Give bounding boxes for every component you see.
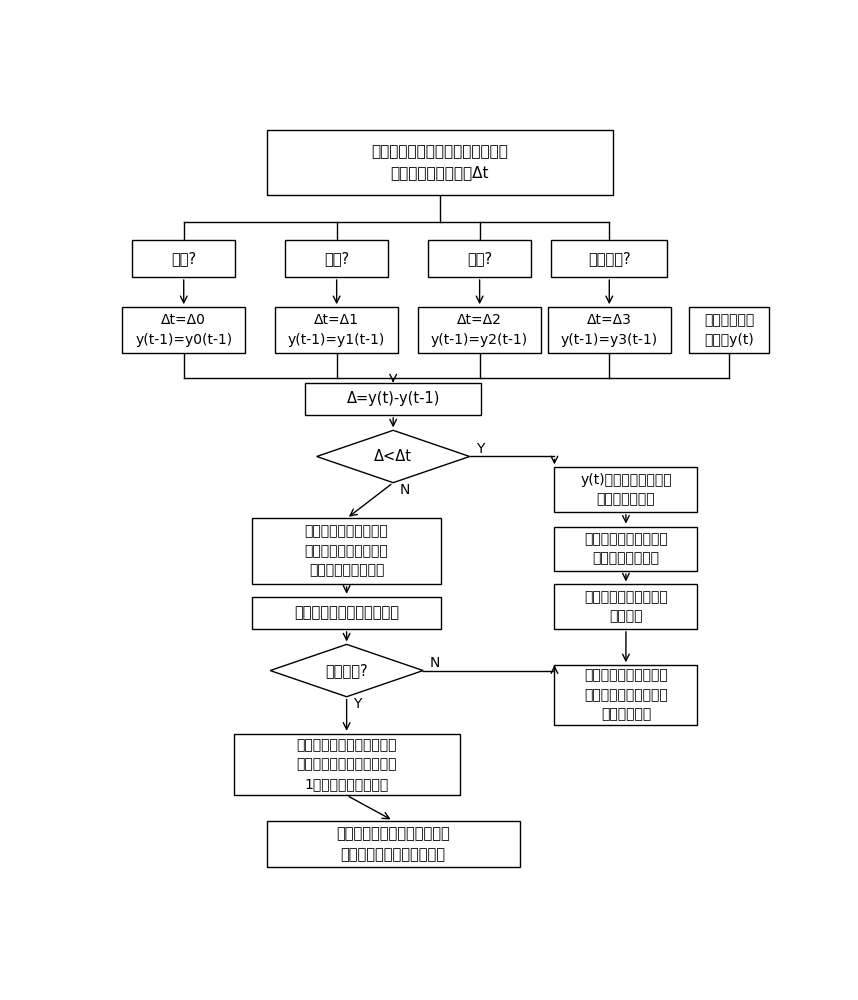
Text: 血糖测量时刻选择，确定相邻两次
血糖测量变化容许值Δt: 血糖测量时刻选择，确定相邻两次 血糖测量变化容许值Δt (372, 144, 508, 180)
Text: y(t)值保存到测量时刻
对应的数据库中: y(t)值保存到测量时刻 对应的数据库中 (580, 473, 672, 506)
Text: Δt=Δ3
y(t-1)=y3(t-1): Δt=Δ3 y(t-1)=y3(t-1) (561, 313, 658, 347)
Text: 系统自动调整血糖预测
模型结构: 系统自动调整血糖预测 模型结构 (584, 590, 668, 623)
Text: N: N (430, 656, 440, 670)
FancyBboxPatch shape (132, 240, 235, 277)
FancyBboxPatch shape (554, 584, 698, 629)
Text: 系统进行血糖影响因素分析: 系统进行血糖影响因素分析 (294, 605, 399, 620)
Polygon shape (270, 644, 423, 697)
FancyBboxPatch shape (428, 240, 531, 277)
FancyBboxPatch shape (554, 665, 698, 725)
Text: N: N (400, 483, 410, 497)
FancyBboxPatch shape (689, 307, 769, 353)
FancyBboxPatch shape (551, 240, 668, 277)
FancyBboxPatch shape (267, 130, 613, 195)
Text: 随机血糖?: 随机血糖? (588, 251, 631, 266)
FancyBboxPatch shape (285, 240, 388, 277)
FancyBboxPatch shape (252, 518, 441, 584)
Text: Δ<Δt: Δ<Δt (374, 449, 412, 464)
Text: Δt=Δ0
y(t-1)=y0(t-1): Δt=Δ0 y(t-1)=y0(t-1) (136, 313, 233, 347)
FancyBboxPatch shape (275, 307, 398, 353)
Text: Y: Y (476, 442, 485, 456)
FancyBboxPatch shape (305, 383, 481, 415)
FancyBboxPatch shape (554, 467, 698, 512)
Text: 系统通过提问方式要求
用户输入与当前健康状
态、饮食有关的信息: 系统通过提问方式要求 用户输入与当前健康状 态、饮食有关的信息 (305, 525, 389, 578)
FancyBboxPatch shape (267, 821, 520, 867)
FancyBboxPatch shape (554, 527, 698, 571)
Text: 系统根据偏差值大小进
行自学习、自校正: 系统根据偏差值大小进 行自学习、自校正 (584, 532, 668, 566)
Text: 空腹?: 空腹? (171, 251, 196, 266)
Text: 修正模型?: 修正模型? (325, 663, 368, 678)
Text: Y: Y (353, 697, 362, 711)
Text: Δ=y(t)-y(t-1): Δ=y(t)-y(t-1) (347, 391, 440, 406)
Text: 保存本次检测值到对应时刻
数据库，同时系统提示输入
1次当前时刻的有创值: 保存本次检测值到对应时刻 数据库，同时系统提示输入 1次当前时刻的有创值 (296, 738, 397, 791)
Text: 餐后?: 餐后? (467, 251, 492, 266)
Text: 血糖预测模型
预测值y(t): 血糖预测模型 预测值y(t) (704, 313, 754, 347)
FancyBboxPatch shape (233, 734, 460, 795)
Text: 餐前?: 餐前? (324, 251, 349, 266)
Text: 忽略本次检测值，不保
存本次检测值，使用原
血糖预测模型: 忽略本次检测值，不保 存本次检测值，使用原 血糖预测模型 (584, 669, 668, 722)
FancyBboxPatch shape (122, 307, 245, 353)
FancyBboxPatch shape (252, 597, 441, 629)
FancyBboxPatch shape (418, 307, 541, 353)
Text: Δt=Δ2
y(t-1)=y2(t-1): Δt=Δ2 y(t-1)=y2(t-1) (431, 313, 529, 347)
FancyBboxPatch shape (547, 307, 671, 353)
Text: 系统根据当前检测值和有创值
进行自学习，校正模型结构: 系统根据当前检测值和有创值 进行自学习，校正模型结构 (336, 826, 450, 862)
Text: Δt=Δ1
y(t-1)=y1(t-1): Δt=Δ1 y(t-1)=y1(t-1) (288, 313, 385, 347)
Polygon shape (317, 430, 469, 483)
